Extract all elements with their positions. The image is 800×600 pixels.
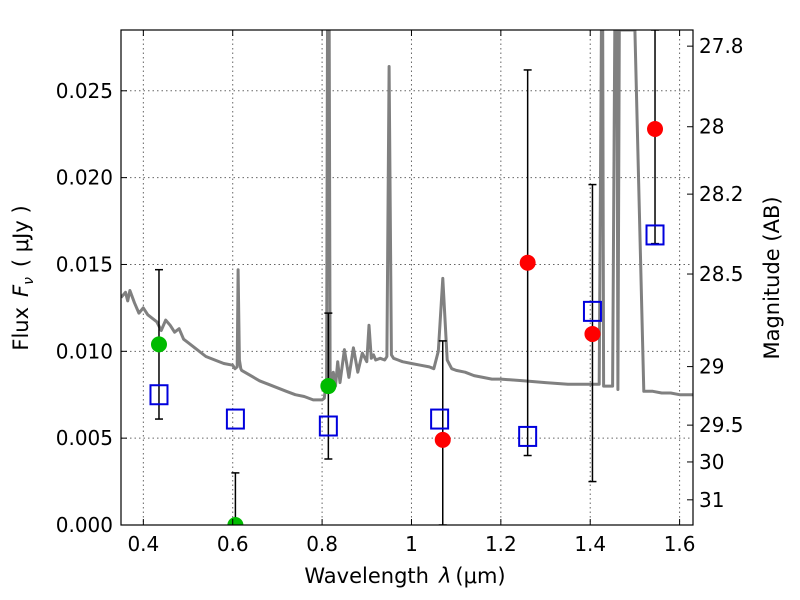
x-tick-label: 0.4	[127, 532, 159, 556]
square-marker	[149, 384, 169, 406]
square-marker	[518, 425, 538, 447]
circle-marker	[150, 336, 167, 353]
right-axis-ticks: 27.8 28 28.2 28.5 29 29.5 30 31	[687, 34, 744, 512]
right-tick-label: 28.2	[699, 182, 744, 206]
right-tick-label: 27.8	[699, 34, 744, 58]
y-axis-ticks: 0.000 0.005 0.010 0.015 0.020 0.025	[56, 79, 127, 537]
circle-marker	[227, 517, 244, 525]
square-marker	[318, 415, 338, 437]
y-tick-label: 0.005	[56, 426, 113, 450]
x-axis-label: Wavelength λ (μm)	[304, 564, 505, 588]
y-tick-label: 0.015	[56, 252, 113, 276]
y-axis-label-right: Magnitude (AB)	[760, 196, 784, 359]
circle-marker	[320, 378, 337, 395]
x-tick-label: 1	[405, 532, 418, 556]
y-axis-label-left: FluxFν( μJy )	[9, 205, 37, 350]
x-tick-label: 1.4	[574, 532, 606, 556]
right-tick-label: 28	[699, 115, 724, 139]
square-marker	[430, 408, 450, 430]
right-tick-label: 29.5	[699, 413, 744, 437]
model-spectrum	[121, 30, 693, 402]
circle-marker	[647, 121, 664, 137]
square-marker	[582, 300, 602, 322]
y-tick-label: 0.020	[56, 166, 113, 190]
square-marker	[225, 408, 245, 430]
right-tick-label: 29	[699, 355, 724, 379]
error-bars	[154, 30, 660, 525]
grid-lines	[121, 30, 693, 526]
y-tick-label: 0.000	[56, 513, 113, 537]
x-tick-label: 0.8	[306, 532, 338, 556]
circle-marker	[584, 325, 601, 342]
right-tick-label: 30	[699, 450, 724, 474]
circle-marker	[519, 254, 536, 271]
x-axis-ticks: 0.4 0.6 0.8 1 1.2 1.4 1.6	[127, 30, 696, 556]
spectrum-line	[121, 30, 693, 402]
data-markers	[149, 121, 665, 525]
y-tick-label: 0.025	[56, 79, 113, 103]
plot-frame	[120, 29, 694, 526]
x-tick-label: 0.6	[217, 532, 249, 556]
x-tick-label: 1.2	[485, 532, 517, 556]
circle-marker	[434, 431, 451, 448]
right-tick-label: 28.5	[699, 262, 744, 286]
x-tick-label: 1.6	[664, 532, 696, 556]
y-tick-label: 0.010	[56, 339, 113, 363]
right-tick-label: 31	[699, 488, 724, 512]
square-marker	[645, 224, 665, 246]
